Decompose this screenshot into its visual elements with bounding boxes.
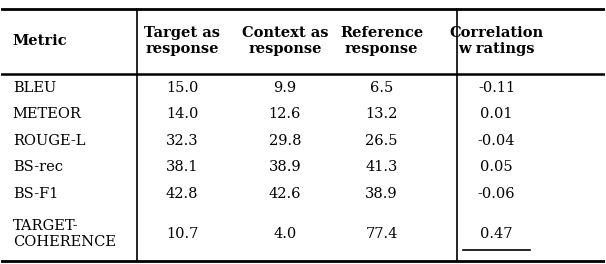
Text: 41.3: 41.3 xyxy=(365,161,398,175)
Text: 15.0: 15.0 xyxy=(166,81,198,95)
Text: 29.8: 29.8 xyxy=(268,134,301,148)
Text: 9.9: 9.9 xyxy=(273,81,296,95)
Text: 42.8: 42.8 xyxy=(166,187,198,201)
Text: 12.6: 12.6 xyxy=(268,107,301,121)
Text: -0.11: -0.11 xyxy=(478,81,515,95)
Text: 38.9: 38.9 xyxy=(268,161,301,175)
Text: 0.01: 0.01 xyxy=(480,107,513,121)
Text: Context as
response: Context as response xyxy=(242,26,328,56)
Text: TARGET-
COHERENCE: TARGET- COHERENCE xyxy=(13,219,116,249)
Text: 26.5: 26.5 xyxy=(365,134,398,148)
Text: BS-F1: BS-F1 xyxy=(13,187,58,201)
Text: 13.2: 13.2 xyxy=(365,107,398,121)
Text: -0.04: -0.04 xyxy=(478,134,515,148)
Text: Target as
response: Target as response xyxy=(144,26,220,56)
Text: ROUGE-L: ROUGE-L xyxy=(13,134,85,148)
Text: 32.3: 32.3 xyxy=(166,134,198,148)
Text: 10.7: 10.7 xyxy=(166,227,198,241)
Text: 0.47: 0.47 xyxy=(480,227,513,241)
Text: BLEU: BLEU xyxy=(13,81,56,95)
Text: Correlation
w ratings: Correlation w ratings xyxy=(450,26,544,56)
Text: 14.0: 14.0 xyxy=(166,107,198,121)
Text: METEOR: METEOR xyxy=(13,107,82,121)
Text: BS-rec: BS-rec xyxy=(13,161,63,175)
Text: -0.06: -0.06 xyxy=(478,187,515,201)
Text: Metric: Metric xyxy=(13,34,67,48)
Text: 42.6: 42.6 xyxy=(268,187,301,201)
Text: 0.05: 0.05 xyxy=(480,161,513,175)
Text: 38.1: 38.1 xyxy=(166,161,198,175)
Text: Reference
response: Reference response xyxy=(340,26,423,56)
Text: 77.4: 77.4 xyxy=(365,227,398,241)
Text: 6.5: 6.5 xyxy=(370,81,393,95)
Text: 38.9: 38.9 xyxy=(365,187,398,201)
Text: 4.0: 4.0 xyxy=(273,227,296,241)
